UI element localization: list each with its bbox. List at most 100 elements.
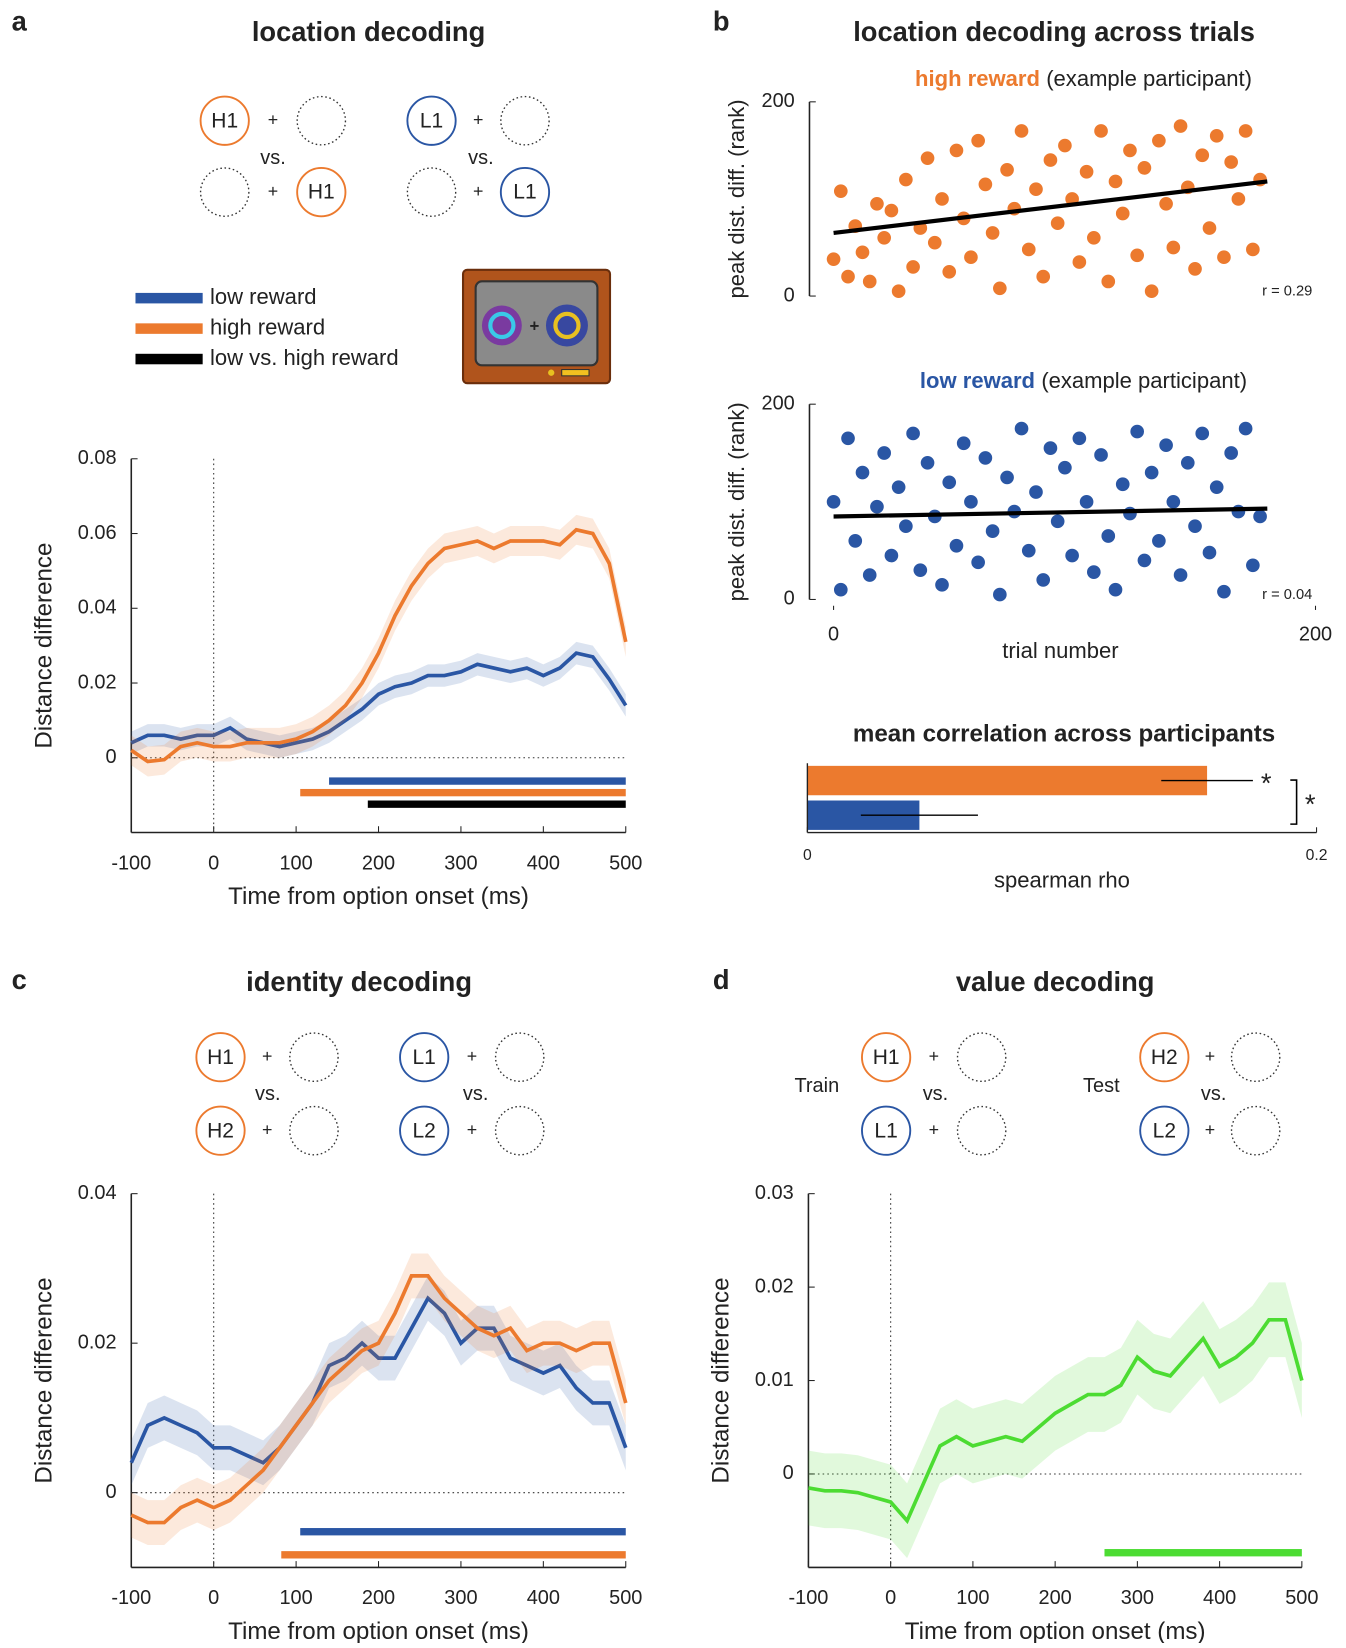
x-tick-label: 0 bbox=[208, 1587, 219, 1609]
point bbox=[861, 567, 878, 583]
plus-sign: + bbox=[929, 1119, 939, 1139]
point bbox=[948, 142, 965, 159]
point bbox=[1237, 420, 1254, 437]
y-tick-label: 200 bbox=[762, 90, 795, 112]
y-tick-label: 0.04 bbox=[78, 1182, 117, 1204]
option-label: H2 bbox=[1151, 1046, 1178, 1069]
point bbox=[897, 171, 914, 188]
point bbox=[1201, 220, 1218, 236]
plus-sign: + bbox=[262, 1046, 272, 1066]
x-tick-label: 0 bbox=[885, 1587, 896, 1609]
point bbox=[984, 225, 1001, 241]
point bbox=[1172, 118, 1189, 134]
point bbox=[1122, 142, 1138, 159]
point bbox=[1057, 137, 1073, 154]
vs-label: vs. bbox=[260, 147, 285, 169]
option-label: L1 bbox=[874, 1119, 897, 1142]
point bbox=[840, 268, 856, 285]
point bbox=[869, 195, 885, 212]
point bbox=[876, 229, 893, 246]
point bbox=[1013, 123, 1030, 139]
point bbox=[1158, 437, 1174, 454]
significance-bar bbox=[1104, 1549, 1302, 1557]
point bbox=[1085, 564, 1102, 580]
significance-star: * bbox=[1305, 788, 1316, 819]
correlation-label: r = 0.29 bbox=[1262, 284, 1312, 300]
scatter-title: high reward (example participant) bbox=[915, 66, 1252, 91]
y-tick-label: 0.03 bbox=[755, 1182, 794, 1204]
point bbox=[1107, 581, 1124, 598]
point bbox=[1208, 127, 1225, 144]
point bbox=[1223, 154, 1240, 170]
legend-swatch bbox=[135, 353, 203, 365]
y-tick-label: 0.08 bbox=[78, 447, 117, 469]
empty-option bbox=[956, 1032, 1007, 1083]
point bbox=[970, 554, 987, 571]
point bbox=[977, 176, 994, 193]
point bbox=[1187, 260, 1203, 277]
empty-option bbox=[296, 95, 347, 146]
point bbox=[1057, 459, 1073, 476]
x-axis-label: Time from option onset (ms) bbox=[228, 1618, 529, 1643]
point bbox=[854, 464, 871, 481]
point bbox=[1230, 503, 1247, 520]
point bbox=[919, 454, 936, 471]
panel-title: identity decoding bbox=[246, 966, 472, 997]
point bbox=[840, 430, 856, 447]
x-tick-label: 100 bbox=[279, 1587, 312, 1609]
x-tick-label: -100 bbox=[111, 852, 151, 874]
option-label: H1 bbox=[308, 181, 335, 204]
point bbox=[941, 474, 958, 491]
point bbox=[984, 523, 1001, 539]
x-tick-label: 500 bbox=[609, 852, 642, 874]
option-label: H1 bbox=[211, 109, 238, 132]
point bbox=[1187, 518, 1203, 535]
point bbox=[1071, 430, 1088, 447]
point bbox=[1252, 508, 1268, 525]
significance-bar bbox=[300, 788, 626, 797]
option-circle bbox=[195, 1032, 246, 1083]
point bbox=[991, 586, 1008, 603]
point bbox=[1122, 505, 1138, 522]
x-tick-label: 200 bbox=[1299, 623, 1332, 645]
option-label: H1 bbox=[873, 1046, 900, 1069]
plus-sign: + bbox=[1205, 1119, 1215, 1139]
plus-sign: + bbox=[473, 181, 483, 201]
point bbox=[1085, 229, 1102, 246]
point bbox=[1151, 533, 1167, 549]
game-screen: + bbox=[461, 268, 612, 385]
point bbox=[941, 263, 958, 280]
point bbox=[890, 479, 907, 496]
option-label: H2 bbox=[207, 1119, 234, 1142]
point bbox=[905, 425, 921, 442]
x-tick-label: 200 bbox=[362, 1587, 395, 1609]
svg-text:+: + bbox=[530, 317, 540, 336]
option-label: L2 bbox=[1153, 1119, 1176, 1142]
y-tick-label: 0 bbox=[105, 746, 116, 768]
legend-label: high reward bbox=[210, 314, 325, 339]
point bbox=[948, 537, 965, 554]
x-tick-label: 100 bbox=[956, 1587, 989, 1609]
y-tick-label: 0 bbox=[783, 1462, 794, 1484]
x-tick-label: -100 bbox=[788, 1587, 828, 1609]
point bbox=[1136, 159, 1153, 176]
point bbox=[1179, 454, 1196, 471]
series-line bbox=[130, 527, 628, 764]
panel-label: c bbox=[12, 964, 27, 995]
plus-sign: + bbox=[929, 1046, 939, 1066]
vs-label: vs. bbox=[463, 1083, 488, 1105]
empty-option bbox=[494, 1032, 545, 1083]
point bbox=[1194, 425, 1211, 442]
scatter-subtitle: (example participant) bbox=[1046, 66, 1252, 91]
significance-bar bbox=[300, 1528, 626, 1536]
error-band bbox=[131, 1275, 626, 1486]
point bbox=[1028, 181, 1044, 198]
point bbox=[861, 273, 878, 290]
point bbox=[1230, 191, 1247, 207]
option-label: L1 bbox=[513, 181, 536, 204]
point bbox=[1165, 493, 1182, 510]
empty-option bbox=[500, 95, 550, 146]
y-axis-label: peak dist. diff. (rank) bbox=[724, 99, 749, 298]
point bbox=[1042, 152, 1059, 168]
point bbox=[1093, 123, 1109, 139]
